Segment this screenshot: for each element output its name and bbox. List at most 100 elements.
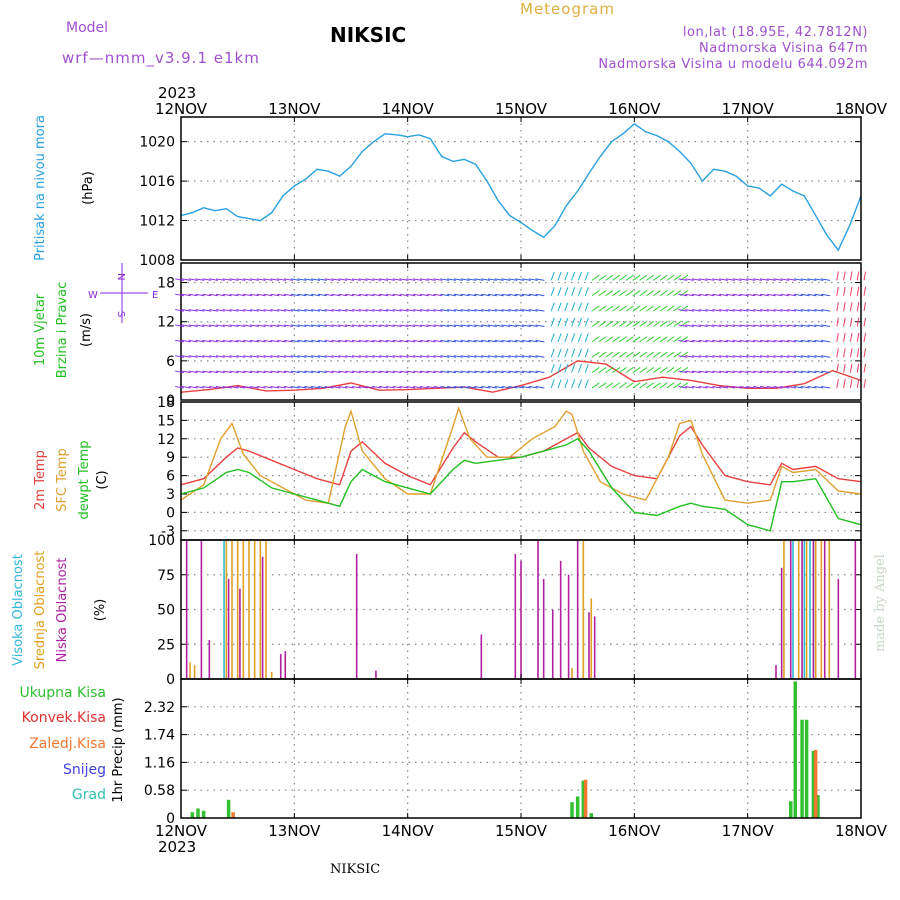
wind-arrow xyxy=(571,363,576,373)
legend-entry: Konvek.Kisa xyxy=(22,710,106,726)
legend-entry: Snijeg xyxy=(63,762,106,778)
wind-arrow xyxy=(780,293,790,297)
wind-arrow xyxy=(780,324,790,327)
wind-arrow xyxy=(338,339,348,343)
wind-arrow xyxy=(863,271,867,281)
wind-arrow xyxy=(528,339,538,343)
wind-arrow xyxy=(625,290,634,297)
wind-arrow xyxy=(175,309,185,312)
wind-arrow xyxy=(515,278,525,281)
y-tick-label: 1.16 xyxy=(144,755,175,771)
wind-arrow xyxy=(447,370,457,374)
y-tick-label: 3 xyxy=(166,487,175,503)
bar-cloud xyxy=(567,574,570,679)
wind-arrow xyxy=(283,370,293,374)
wind-arrow xyxy=(188,293,198,297)
wind-arrow xyxy=(843,363,846,373)
wind-arrow xyxy=(317,355,327,358)
wind-arrow xyxy=(426,355,436,358)
wind-arrow xyxy=(188,278,198,281)
wind-arrow xyxy=(639,351,648,358)
wind-arrow xyxy=(181,355,191,358)
wind-arrow xyxy=(317,324,327,327)
wind-arrow xyxy=(691,324,701,327)
y-tick-label: 18 xyxy=(157,395,175,411)
x-tick-label-top: 18NOV xyxy=(835,100,888,118)
wind-arrow xyxy=(632,367,641,374)
wind-arrow xyxy=(270,324,280,327)
wind-arrow xyxy=(564,317,569,327)
bar-cloud xyxy=(590,598,593,679)
wind-arrow xyxy=(591,367,600,374)
wind-arrow xyxy=(856,379,860,389)
wind-arrow xyxy=(678,385,688,389)
wind-arrow xyxy=(188,385,198,389)
wind-arrow xyxy=(351,339,361,343)
wind-arrow xyxy=(175,278,185,281)
wind-arrow xyxy=(719,278,729,281)
wind-arrow xyxy=(678,293,688,297)
wind-arrow xyxy=(787,309,797,312)
wind-arrow xyxy=(598,367,607,374)
wind-arrow xyxy=(787,278,797,281)
wind-arrow xyxy=(283,293,293,297)
bar-cloud xyxy=(801,540,803,679)
wind-arrow xyxy=(229,324,239,327)
wind-arrow xyxy=(345,339,355,343)
wind-arrow xyxy=(632,351,641,358)
bar-cloud xyxy=(820,540,823,679)
x-tick-label-bottom: 18NOV xyxy=(835,822,888,840)
legend-entry: Zaledj.Kisa xyxy=(29,736,106,752)
station-coords: lon,lat (18.95E, 42.7812N) xyxy=(682,25,868,40)
bar-cloud xyxy=(185,540,188,679)
wind-arrow xyxy=(385,293,395,297)
wind-arrow xyxy=(759,355,769,358)
wind-arrow xyxy=(243,324,253,327)
wind-arrow xyxy=(243,278,253,281)
wind-arrow xyxy=(528,370,538,374)
wind-arrow xyxy=(746,355,756,358)
wind-arrow xyxy=(467,293,477,297)
wind-arrow xyxy=(399,370,409,374)
wind-arrow xyxy=(372,370,382,374)
wind-arrow xyxy=(793,355,803,358)
wind-arrow xyxy=(605,320,614,327)
wind-arrow xyxy=(746,370,756,374)
wind-arrow xyxy=(800,339,810,343)
wind-arrow xyxy=(277,355,287,358)
wind-arrow xyxy=(787,385,797,389)
wind-arrow xyxy=(814,339,824,343)
bar-cloud xyxy=(582,540,585,679)
bar-precip xyxy=(570,802,574,818)
wind-arrow xyxy=(673,367,682,374)
wind-arrow xyxy=(685,309,695,312)
wind-arrow xyxy=(550,379,555,389)
wind-arrow xyxy=(372,293,382,297)
wind-arrow xyxy=(358,339,368,343)
wind-arrow xyxy=(625,367,634,374)
wind-arrow xyxy=(836,348,839,358)
wind-arrow xyxy=(666,382,675,389)
wind-arrow xyxy=(433,278,443,281)
compass-e: E xyxy=(152,290,158,301)
wind-arrow xyxy=(426,385,436,389)
wind-arrow xyxy=(584,302,589,312)
wind-arrow xyxy=(447,309,457,312)
wind-arrow xyxy=(625,305,634,312)
wind-arrow xyxy=(678,355,688,358)
wind-arrow xyxy=(821,324,831,327)
wind-arrow xyxy=(732,278,742,281)
wind-arrow xyxy=(807,339,817,343)
wind-arrow xyxy=(793,370,803,374)
wind-arrow xyxy=(263,385,273,389)
wind-arrow xyxy=(474,385,484,389)
y-tick-label: 1.74 xyxy=(144,728,175,744)
wind-arrow xyxy=(419,385,429,389)
axis-label: Brzina i Pravac xyxy=(55,282,70,379)
wind-arrow xyxy=(188,370,198,374)
wind-arrow xyxy=(550,317,555,327)
wind-arrow xyxy=(413,355,423,358)
wind-arrow xyxy=(379,309,389,312)
wind-arrow xyxy=(460,339,470,343)
wind-arrow xyxy=(753,339,763,343)
